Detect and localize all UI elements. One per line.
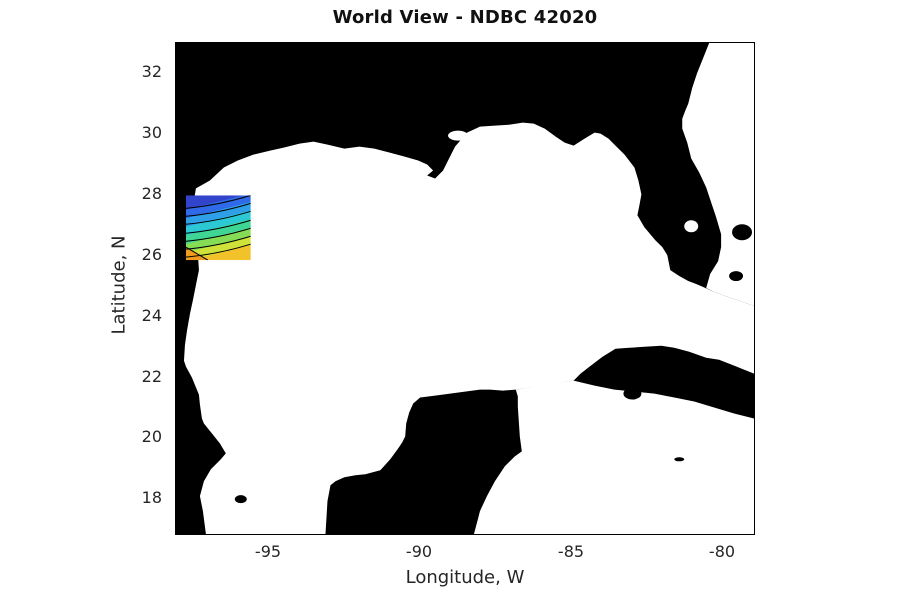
y-tick-label: 22 <box>141 367 162 386</box>
x-axis-label: Longitude, W <box>405 567 525 588</box>
y-tick-label: 26 <box>141 245 162 264</box>
y-tick-label: 24 <box>141 306 162 325</box>
y-tick-label: 20 <box>141 427 162 446</box>
x-tick-label: -95 <box>254 542 282 561</box>
x-tick-label: -85 <box>557 542 585 561</box>
gulf-of-mexico-map <box>176 43 754 534</box>
contour-fill <box>185 195 251 261</box>
lake-pontchartrain <box>448 130 468 141</box>
x-tick-label: -90 <box>405 542 433 561</box>
x-tick-label: -80 <box>708 542 736 561</box>
y-tick-label: 32 <box>141 62 162 81</box>
bahama-bank-island <box>732 224 753 241</box>
contour-patch <box>185 195 251 261</box>
map-plot-area <box>175 42 755 535</box>
y-tick-label: 18 <box>141 488 162 507</box>
caribbean-water <box>473 380 754 534</box>
lake-okeechobee <box>684 220 699 233</box>
isle-of-youth-island <box>623 387 642 400</box>
plot-title: World View - NDBC 42020 <box>332 7 598 28</box>
gulf-water <box>183 122 754 534</box>
cayman-island <box>674 457 685 462</box>
coastal-islet <box>234 495 247 504</box>
contour-lines <box>185 195 251 261</box>
y-tick-label: 30 <box>141 123 162 142</box>
atlantic-water <box>682 43 754 306</box>
y-tick-label: 28 <box>141 184 162 203</box>
bahama-bank-island-small <box>729 271 744 282</box>
